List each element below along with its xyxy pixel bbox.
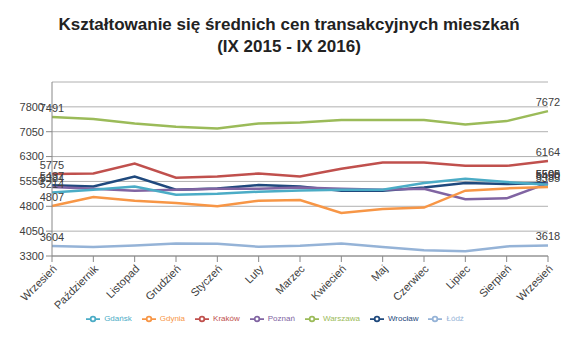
svg-text:4800: 4800 — [19, 200, 44, 213]
svg-text:Maj: Maj — [369, 262, 390, 283]
svg-text:6164: 6164 — [536, 146, 560, 158]
svg-text:Sierpień: Sierpień — [477, 262, 514, 299]
svg-text:7491: 7491 — [40, 102, 64, 114]
html-text:Kształtowanie się średnich cen: Kształtowanie się średnich cen transakcy… — [58, 15, 520, 34]
svg-text:Wrzesień: Wrzesień — [514, 262, 555, 303]
html-text:Poznań: Poznań — [267, 314, 295, 324]
html-text:Gdańsk: Gdańsk — [104, 314, 132, 324]
html-text:Wrocław: Wrocław — [388, 314, 419, 324]
html-text:Warszawa: Warszawa — [322, 314, 360, 324]
svg-text:7050: 7050 — [20, 126, 44, 138]
html-text:(IX 2015 - IX 2016): (IX 2015 - IX 2016) — [217, 37, 361, 56]
svg-text:Czerwiec: Czerwiec — [390, 262, 431, 303]
svg-text:Luty: Luty — [242, 262, 266, 286]
svg-text:5550: 5550 — [19, 175, 44, 188]
svg-text:4050: 4050 — [19, 225, 44, 237]
svg-text:7672: 7672 — [536, 96, 560, 108]
svg-text:5775: 5775 — [40, 159, 64, 171]
svg-text:4807: 4807 — [40, 191, 64, 203]
svg-text:3618: 3618 — [536, 230, 560, 242]
svg-text:Styczeń: Styczeń — [188, 262, 224, 298]
svg-text:3300: 3300 — [20, 250, 44, 262]
html-text:Gdynia: Gdynia — [159, 314, 186, 324]
svg-text:6300: 6300 — [19, 150, 44, 163]
html-text:Łódź: Łódź — [446, 314, 464, 324]
svg-text:Marzec: Marzec — [273, 262, 307, 296]
svg-text:3604: 3604 — [40, 231, 64, 243]
svg-text:Kwiecień: Kwiecień — [309, 262, 349, 302]
svg-text:Październik: Październik — [52, 262, 101, 311]
svg-text:7800: 7800 — [19, 100, 44, 113]
svg-text:Lipiec: Lipiec — [443, 262, 472, 291]
svg-text:Wrzesień: Wrzesień — [18, 262, 59, 303]
svg-text:Listopad: Listopad — [104, 262, 142, 300]
svg-text:5385: 5385 — [536, 172, 560, 184]
html-text:Kraków: Kraków — [213, 314, 240, 324]
svg-text:Grudzień: Grudzień — [143, 262, 183, 302]
svg-text:5214: 5214 — [40, 178, 64, 190]
